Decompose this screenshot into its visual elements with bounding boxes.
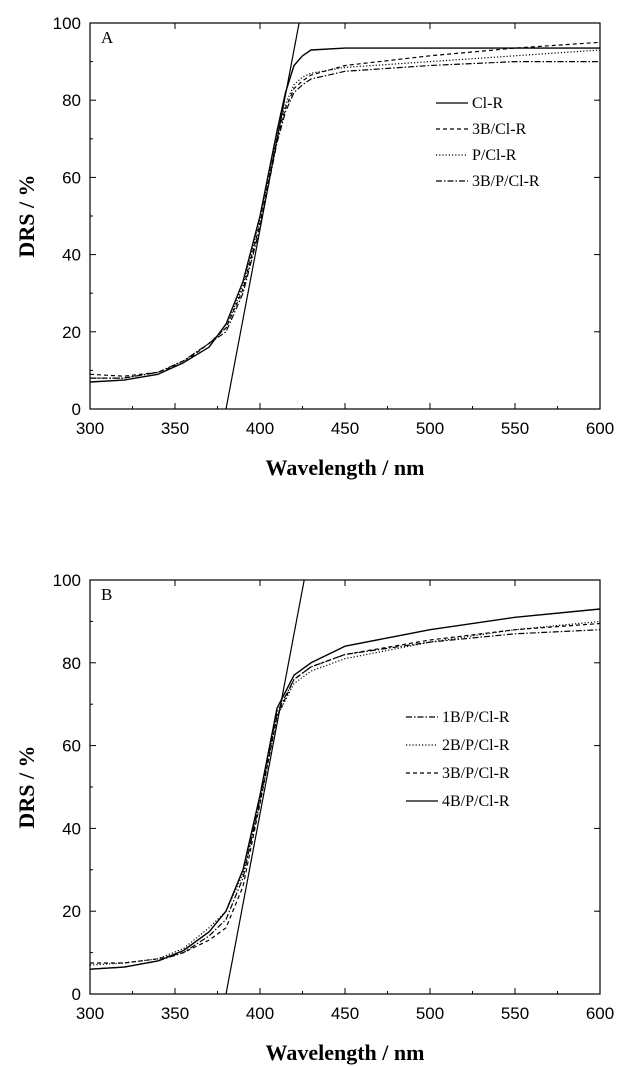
x-tick-label: 400: [246, 1004, 274, 1023]
y-tick-label: 0: [72, 400, 81, 419]
x-tick-label: 350: [161, 419, 189, 438]
tangent-line: [225, 580, 305, 994]
x-tick-label: 550: [501, 1004, 529, 1023]
y-tick-label: 60: [62, 168, 81, 187]
series-line-4b-p-cl-r: [90, 608, 600, 970]
plot-frame: [89, 22, 601, 410]
series-line-2b-p-cl-r: [90, 620, 600, 966]
panel-label: A: [101, 28, 114, 47]
x-tick-label: 400: [246, 419, 274, 438]
legend-label: 3B/Cl-R: [472, 121, 527, 138]
x-tick-label: 600: [586, 1004, 614, 1023]
plot-frame: [89, 579, 601, 995]
legend-label: 4B/P/Cl-R: [442, 793, 510, 810]
series-line-p-cl-r: [90, 49, 600, 379]
x-axis-title: Wavelength / nm: [266, 455, 425, 480]
x-tick-label: 450: [331, 1004, 359, 1023]
series-line-1b-p-cl-r: [90, 629, 600, 970]
x-tick-label: 550: [501, 419, 529, 438]
y-tick-label: 20: [62, 323, 81, 342]
legend-label: Cl-R: [472, 95, 503, 112]
chart-panel-B: 300 350 400 450 500 550 600 0 20 40 60 80 100 Wavelen…: [14, 571, 614, 1065]
series-group: [90, 23, 600, 409]
series-line-3b-p-cl-r: [90, 60, 600, 379]
y-tick-label: 40: [62, 819, 81, 838]
legend-label: 3B/P/Cl-R: [442, 765, 510, 782]
x-tick-label: 600: [586, 419, 614, 438]
series-line-3b-p-cl-r: [90, 622, 600, 964]
legend-label: 1B/P/Cl-R: [442, 709, 510, 726]
panel-label: B: [101, 585, 112, 604]
y-axis-title: DRS / %: [14, 174, 39, 257]
y-tick-label: 100: [53, 14, 81, 33]
y-tick-label: 40: [62, 246, 81, 265]
legend-label: 2B/P/Cl-R: [442, 737, 510, 754]
x-tick-label: 300: [76, 419, 104, 438]
x-tick-label: 350: [161, 1004, 189, 1023]
x-axis-title: Wavelength / nm: [266, 1040, 425, 1065]
legend-label: P/Cl-R: [472, 147, 517, 164]
series-line-cl-r: [90, 47, 600, 383]
y-axis-title: DRS / %: [14, 745, 39, 828]
y-tick-label: 100: [53, 571, 81, 590]
chart-panel-A: 300 350 400 450 500 550 600 0 20 40 60 80 100 Wavelen…: [14, 14, 614, 480]
tangent-line: [225, 23, 300, 409]
y-tick-label: 60: [62, 737, 81, 756]
legend-label: 3B/P/Cl-R: [472, 173, 540, 190]
y-tick-label: 80: [62, 654, 81, 673]
series-group: [90, 580, 600, 994]
x-tick-label: 450: [331, 419, 359, 438]
y-tick-label: 20: [62, 902, 81, 921]
series-line-3b-cl-r: [90, 41, 600, 377]
y-tick-label: 80: [62, 91, 81, 110]
y-tick-label: 0: [72, 985, 81, 1004]
x-tick-label: 500: [416, 1004, 444, 1023]
x-tick-label: 500: [416, 419, 444, 438]
x-tick-label: 300: [76, 1004, 104, 1023]
